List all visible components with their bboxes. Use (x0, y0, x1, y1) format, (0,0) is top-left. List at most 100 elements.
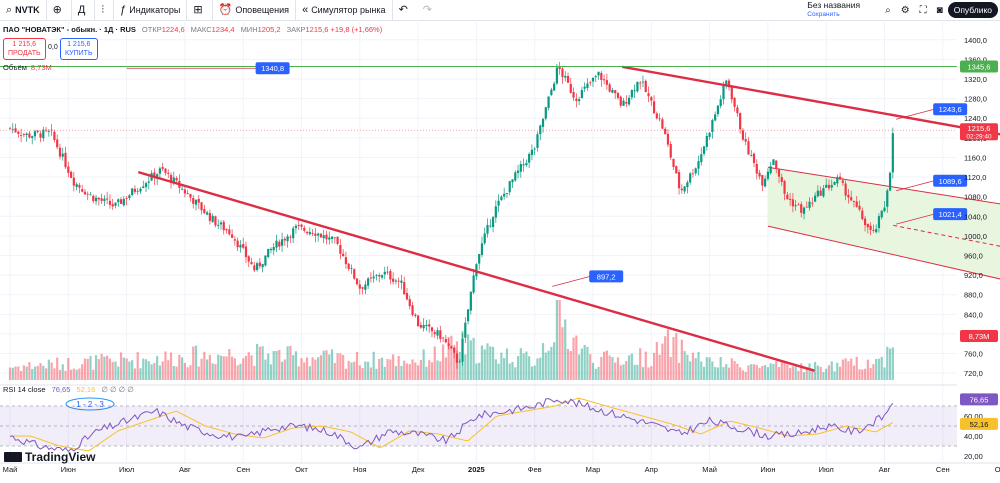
volume-bar-269 (755, 364, 758, 380)
candle-body-258 (725, 80, 728, 86)
compare-button[interactable]: ⊕ (47, 0, 72, 20)
candle-body-33 (100, 198, 103, 201)
candle-body-196 (553, 83, 556, 91)
volume-bar-126 (358, 365, 361, 380)
candle-body-87 (250, 262, 253, 265)
volume-bar-1 (11, 367, 14, 380)
candle-body-127 (361, 287, 364, 289)
indicators-button[interactable]: ƒ Индикаторы (114, 0, 188, 20)
chart-type-button[interactable]: ⫶ (95, 0, 115, 20)
volume-bar-150 (425, 366, 428, 380)
candle-body-288 (808, 201, 811, 208)
alerts-button[interactable]: ⏰ Оповещения (213, 0, 297, 20)
volume-bar-188 (530, 366, 534, 380)
price-tick-14: 840,0 (964, 310, 983, 319)
candle-body-121 (344, 257, 348, 265)
volume-bar-89 (255, 343, 259, 380)
volume-bar-207 (583, 344, 586, 380)
candle-body-218 (614, 90, 617, 94)
candle-body-247 (694, 168, 697, 174)
candle-body-138 (392, 278, 395, 282)
buy-button[interactable]: 1 215,6 КУПИТЬ (60, 38, 98, 60)
candle-body-284 (797, 204, 800, 206)
publish-button[interactable]: Опублико (947, 2, 998, 18)
camera-icon[interactable]: ◙ (936, 4, 943, 16)
volume-bar-26 (81, 364, 84, 380)
rsi-tick-3: 20,00 (964, 452, 983, 461)
candle-body-45 (133, 188, 137, 192)
candle-body-99 (283, 238, 286, 241)
candle-body-232 (652, 101, 656, 114)
candle-body-292 (819, 190, 822, 196)
candle-body-95 (272, 247, 275, 251)
quick-search-icon[interactable]: ⌕ (885, 4, 891, 16)
tradingview-logo[interactable]: TradingView (4, 450, 95, 464)
candle-body-224 (630, 90, 633, 98)
volume-bar-5 (22, 365, 25, 380)
volume-bar-51 (150, 364, 153, 380)
candle-body-287 (805, 206, 808, 208)
rsi-pane: 1 - 2 - 3 (0, 397, 957, 453)
candle-body-78 (225, 229, 228, 231)
price-callouts[interactable]: 1340,8 897,2 1243,6 1089,6 1021,4 (126, 62, 968, 287)
rsi-legend-value: 76,65 (51, 385, 71, 394)
candle-body-298 (836, 176, 839, 184)
volume-bar-128 (364, 361, 367, 380)
fullscreen-icon[interactable]: ⛶ (919, 4, 927, 16)
rsi-ma-value: 52,16 (76, 385, 96, 394)
channel-drawing[interactable] (767, 166, 1000, 290)
candle-body-34 (103, 198, 106, 202)
candle-body-126 (358, 284, 361, 289)
volume-bar-195 (550, 346, 553, 380)
volume-bar-75 (217, 354, 220, 380)
candle-body-241 (677, 172, 681, 189)
volume-bar-273 (766, 367, 769, 380)
candle-body-111 (317, 233, 320, 236)
volume-bar-260 (730, 358, 733, 380)
layout-menu[interactable]: Без названия Сохранить (807, 1, 860, 19)
candle-body-191 (539, 125, 542, 135)
volume-bar-303 (850, 358, 853, 380)
volume-bar-304 (852, 365, 856, 380)
candle-body-52 (153, 172, 156, 179)
volume-bar-218 (614, 362, 617, 380)
volume-bar-231 (650, 366, 653, 380)
legend-title: ПАО "НОВАТЭК" - обыкн. · 1Д · RUS (3, 25, 136, 34)
volume-bar-49 (144, 359, 148, 380)
volume-bar-0 (8, 367, 12, 380)
rsi-tick-2: 40,00 (964, 432, 983, 441)
volume-bar-236 (664, 336, 667, 380)
volume-bar-46 (136, 352, 139, 380)
volume-bar-198 (558, 300, 561, 380)
candle-body-1 (11, 129, 14, 130)
settings-icon[interactable]: ⚙ (900, 4, 910, 16)
sell-label: ПРОДАТЬ (8, 50, 41, 57)
replay-button[interactable]: « Симулятор рынка (296, 0, 393, 20)
candle-body-72 (208, 213, 211, 221)
candle-body-80 (230, 234, 234, 238)
candle-body-19 (61, 153, 64, 157)
candle-body-211 (594, 76, 597, 78)
volume-bar-141 (400, 366, 403, 380)
volume-bar-265 (744, 371, 747, 380)
sell-button[interactable]: 1 215,6 ПРОДАТЬ (3, 38, 46, 60)
candle-body-13 (44, 129, 48, 131)
volume-bar-270 (758, 367, 761, 380)
volume-bar-100 (286, 346, 289, 380)
candle-body-134 (380, 275, 384, 278)
volume-bar-201 (566, 348, 570, 380)
chart-legend: ПАО "НОВАТЭК" - обыкн. · 1Д · RUS ОТКР12… (3, 25, 382, 34)
volume-bar-135 (383, 366, 386, 380)
layout-status: Сохранить (807, 11, 840, 18)
candle-body-171 (483, 233, 486, 244)
interval-button[interactable]: Д (72, 0, 96, 20)
candle-body-172 (486, 224, 489, 234)
candle-body-143 (405, 293, 409, 300)
redo-button[interactable]: ↷ (417, 0, 441, 20)
volume-bar-230 (647, 367, 650, 380)
undo-button[interactable]: ↶ (393, 0, 417, 20)
templates-button[interactable]: ⊞ (187, 0, 213, 20)
symbol-search[interactable]: ⌕ NVTK (0, 0, 47, 20)
volume-bar-115 (328, 354, 331, 380)
